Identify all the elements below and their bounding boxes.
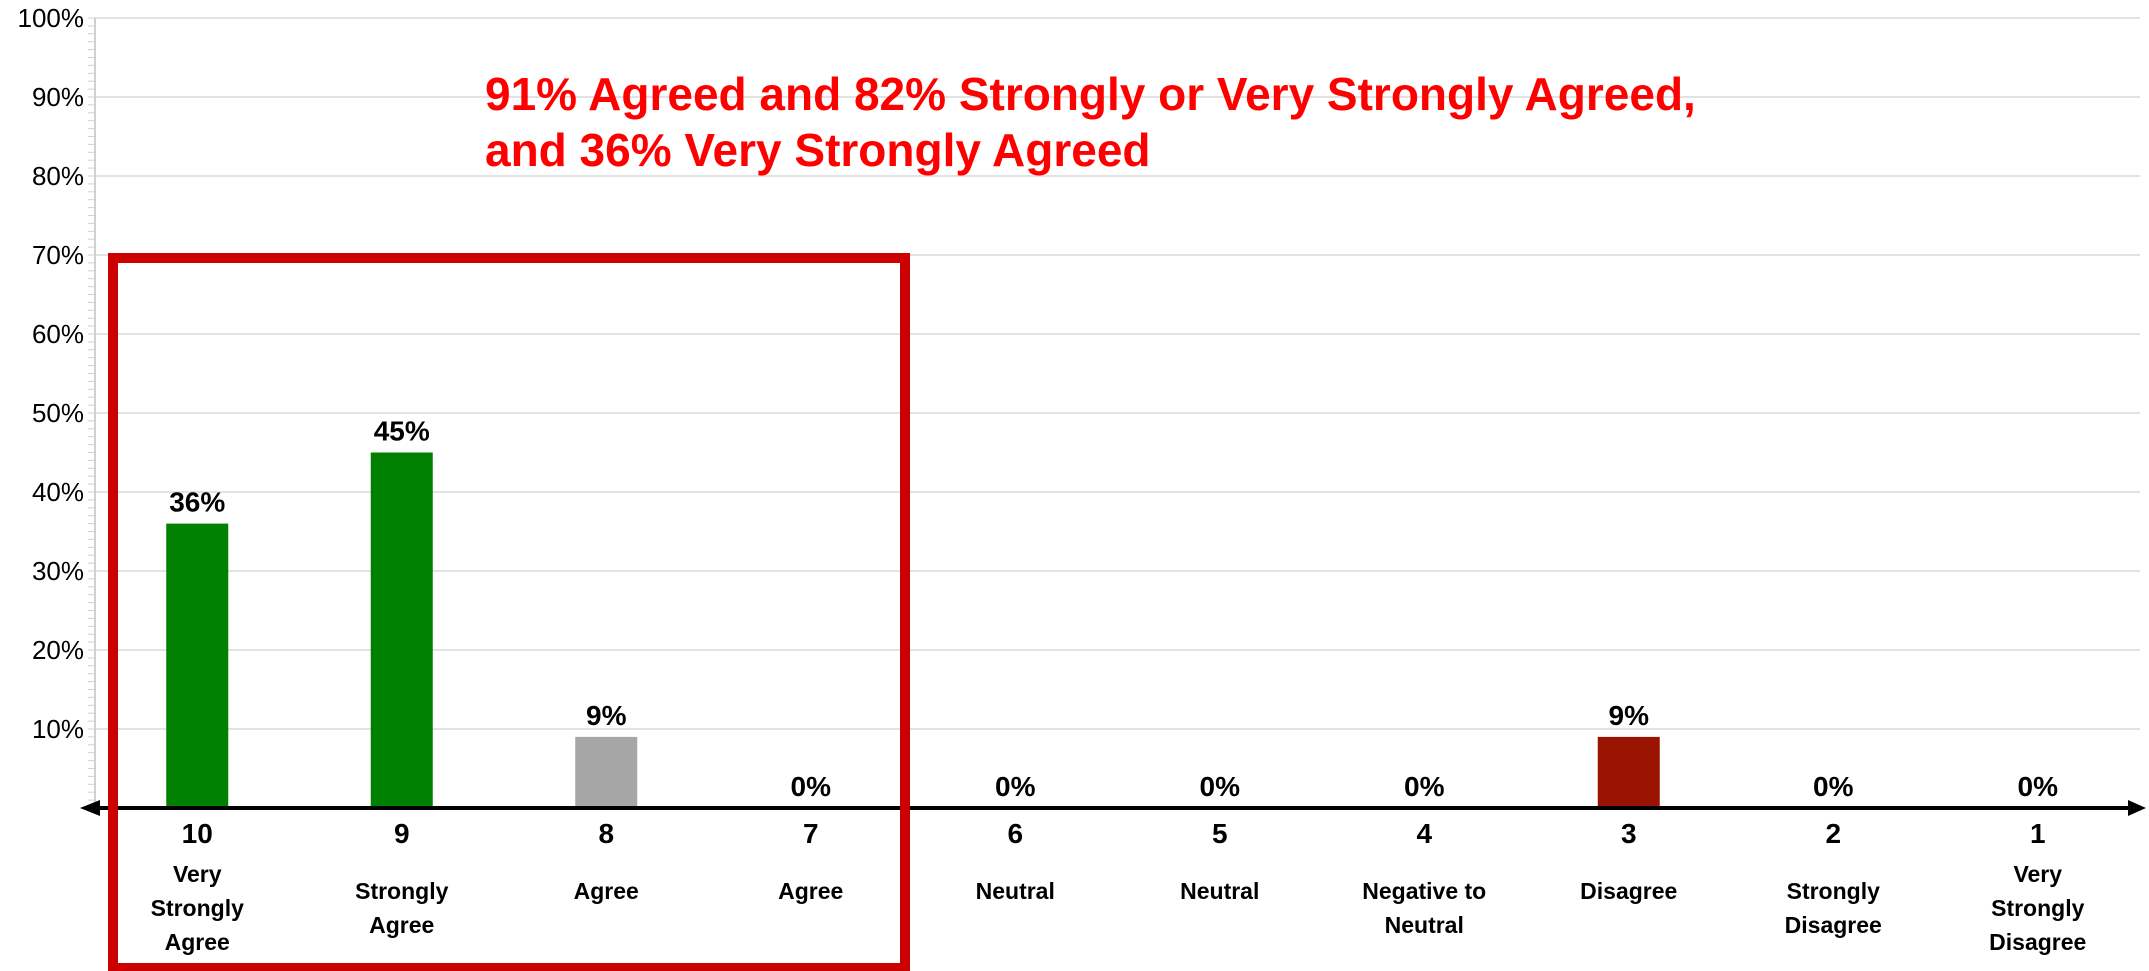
category-labels: 10 Very Strongly Agree 9 Strongly Agree 8 Agree 7…: [151, 818, 2087, 955]
y-axis: 10% 20% 30% 40% 50% 60% 70% 80% 90% 100%: [18, 3, 96, 809]
category-label: Strongly: [1991, 895, 2084, 921]
data-label: 0%: [995, 771, 1036, 802]
category-number: 5: [1212, 818, 1228, 849]
bar: [575, 736, 638, 808]
bars: [166, 452, 1660, 808]
highlight-box: [108, 253, 910, 971]
category-label: Agree: [778, 878, 843, 904]
category-label: Agree: [369, 912, 434, 938]
category-number: 2: [1825, 818, 1841, 849]
data-label: 9%: [1609, 700, 1650, 731]
data-label: 36%: [169, 487, 225, 518]
category-label: Agree: [165, 929, 230, 955]
data-label: 9%: [586, 700, 627, 731]
category-label: Neutral: [976, 878, 1055, 904]
bar: [166, 523, 229, 808]
x-axis-arrow-left: [80, 800, 100, 816]
category-label: Agree: [574, 878, 639, 904]
data-labels: 36% 45% 9% 0% 0% 0% 0% 9% 0% 0%: [169, 416, 2058, 803]
category-label: Very: [2013, 861, 2062, 887]
y-tick-label: 100%: [18, 3, 85, 33]
y-tick-label: 30%: [32, 556, 84, 586]
category-label: Strongly: [355, 878, 448, 904]
category-label: Disagree: [1785, 912, 1882, 938]
bar: [1597, 736, 1660, 808]
x-axis-arrow-right: [2128, 800, 2146, 816]
data-label: 0%: [1404, 771, 1445, 802]
data-label: 0%: [1813, 771, 1854, 802]
y-tick-label: 60%: [32, 319, 84, 349]
category-label: Disagree: [1580, 878, 1677, 904]
data-label: 45%: [374, 416, 430, 447]
annotation-line-1: 91% Agreed and 82% Strongly or Very Stro…: [485, 68, 1696, 120]
data-label: 0%: [2018, 771, 2059, 802]
x-axis: [80, 800, 2146, 816]
chart-annotation: 91% Agreed and 82% Strongly or Very Stro…: [485, 66, 1696, 178]
category-label: Very: [173, 861, 222, 887]
y-tick-label: 40%: [32, 477, 84, 507]
category-label: Strongly: [151, 895, 244, 921]
category-label: Neutral: [1180, 878, 1259, 904]
y-tick-label: 80%: [32, 161, 84, 191]
annotation-line-2: and 36% Very Strongly Agreed: [485, 124, 1151, 176]
category-number: 1: [2030, 818, 2046, 849]
y-tick-label: 70%: [32, 240, 84, 270]
category-label: Strongly: [1787, 878, 1880, 904]
y-tick-label: 50%: [32, 398, 84, 428]
category-number: 8: [598, 818, 614, 849]
y-tick-label: 20%: [32, 635, 84, 665]
category-number: 6: [1007, 818, 1023, 849]
bar: [370, 452, 433, 808]
y-tick-label: 10%: [32, 714, 84, 744]
category-label: Negative to: [1362, 878, 1486, 904]
y-tick-label: 90%: [32, 82, 84, 112]
category-number: 9: [394, 818, 410, 849]
category-number: 4: [1416, 818, 1432, 849]
category-number: 10: [182, 818, 213, 849]
category-label: Neutral: [1385, 912, 1464, 938]
category-number: 7: [803, 818, 819, 849]
data-label: 0%: [791, 771, 832, 802]
category-number: 3: [1621, 818, 1637, 849]
data-label: 0%: [1200, 771, 1241, 802]
category-label: Disagree: [1989, 929, 2086, 955]
highlight-group: [108, 253, 910, 971]
